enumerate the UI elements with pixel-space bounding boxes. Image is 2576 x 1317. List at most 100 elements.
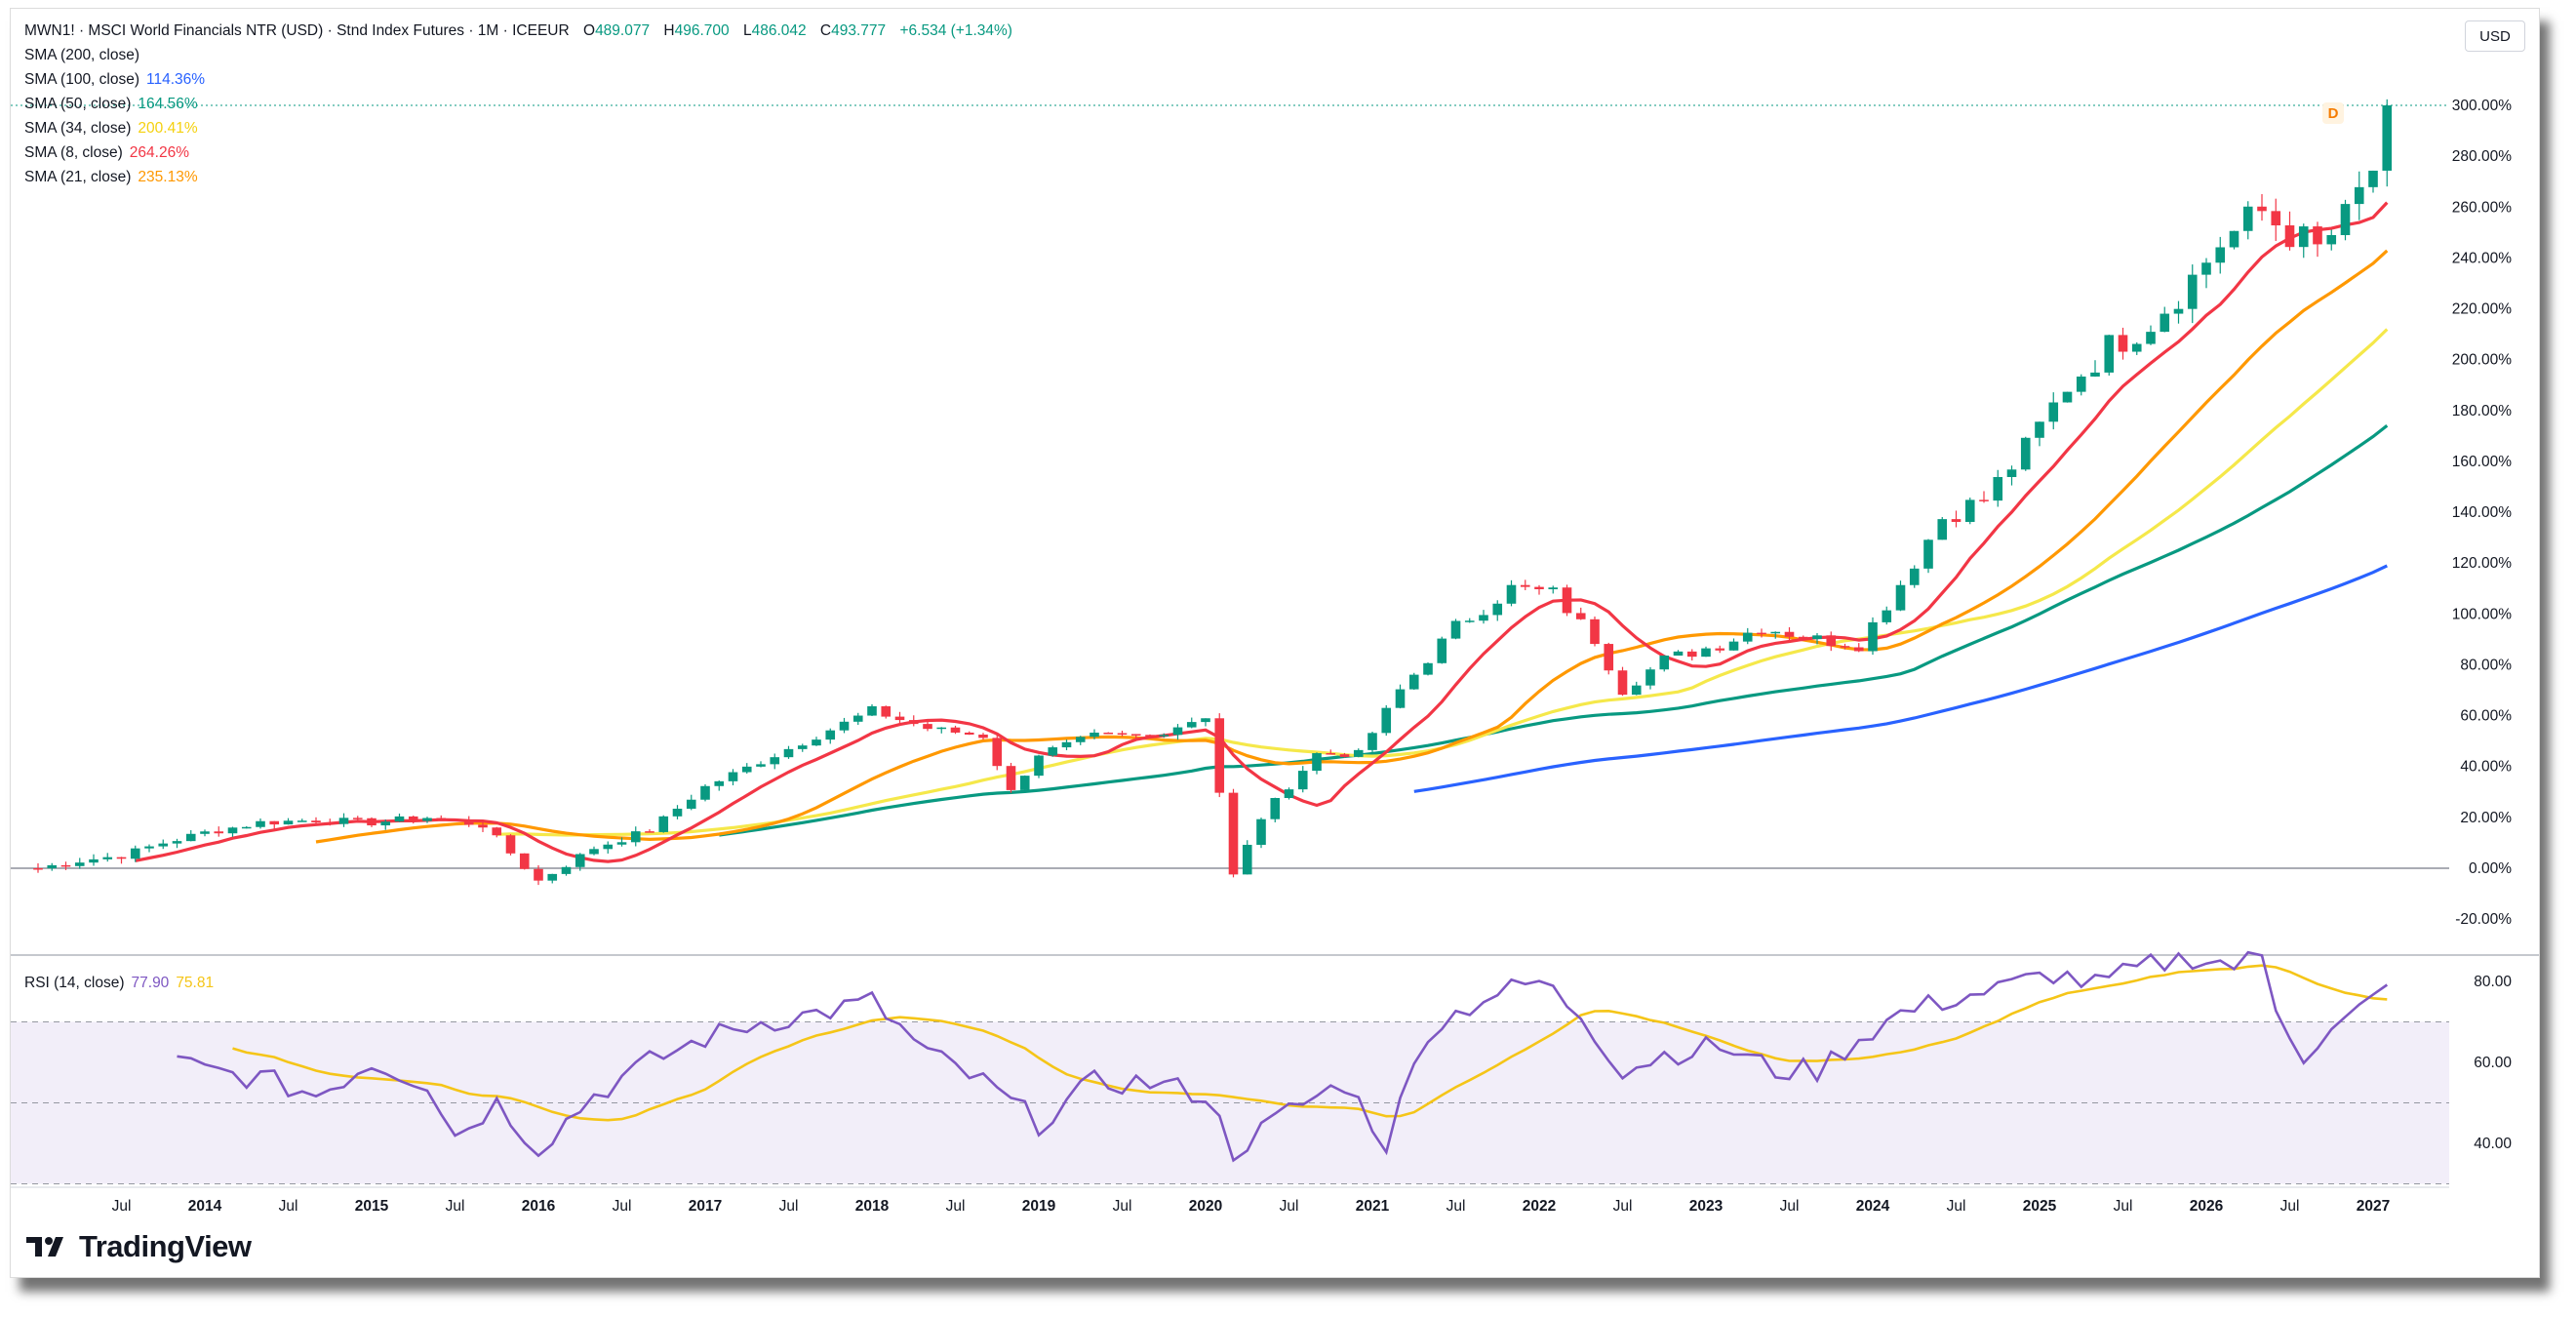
candle[interactable] (367, 817, 376, 827)
candle[interactable] (214, 826, 224, 837)
candle[interactable] (1312, 752, 1322, 775)
candle[interactable] (741, 763, 752, 774)
candle[interactable] (1937, 516, 1948, 540)
candle[interactable] (1993, 469, 2003, 507)
candle[interactable] (2104, 335, 2115, 376)
candle[interactable] (1103, 732, 1114, 735)
candle[interactable] (1798, 635, 1808, 641)
candle[interactable] (1284, 787, 1294, 800)
candle[interactable] (2076, 374, 2086, 396)
symbol-row[interactable]: MWN1! · MSCI World Financials NTR (USD) … (24, 19, 1012, 43)
candle[interactable] (1019, 775, 1030, 793)
candle[interactable] (1826, 631, 1837, 652)
candle[interactable] (1214, 713, 1225, 798)
candle[interactable] (1534, 584, 1544, 595)
candle[interactable] (2062, 391, 2073, 403)
candle[interactable] (1686, 649, 1697, 661)
candle[interactable] (436, 815, 447, 821)
candle[interactable] (102, 853, 113, 862)
candle[interactable] (1840, 643, 1850, 650)
candle[interactable] (2173, 300, 2184, 324)
candle[interactable] (505, 834, 516, 856)
candle[interactable] (797, 743, 808, 752)
candle[interactable] (1297, 766, 1308, 793)
candle[interactable] (492, 826, 502, 838)
legend-sma-8[interactable]: SMA (8, close) 264.26% (24, 140, 1012, 165)
candle[interactable] (1492, 600, 1503, 621)
candle[interactable] (1742, 627, 1753, 645)
candle[interactable] (1812, 633, 1822, 645)
candle[interactable] (172, 838, 182, 849)
candle[interactable] (1326, 749, 1336, 755)
candle[interactable] (2215, 236, 2226, 274)
candle[interactable] (1172, 724, 1183, 740)
sma-21-line[interactable] (315, 249, 2389, 844)
candle[interactable] (1770, 631, 1781, 639)
candle[interactable] (1228, 788, 1239, 878)
candle[interactable] (2368, 170, 2378, 193)
candle[interactable] (2284, 211, 2295, 251)
candle[interactable] (2313, 221, 2322, 258)
candle[interactable] (519, 853, 530, 870)
candle[interactable] (1590, 616, 1600, 647)
candle[interactable] (256, 818, 265, 829)
candle[interactable] (130, 845, 140, 862)
candle[interactable] (241, 825, 252, 829)
candle[interactable] (616, 837, 627, 847)
candle[interactable] (908, 715, 919, 727)
candle[interactable] (463, 816, 474, 827)
candle[interactable] (2271, 198, 2281, 241)
candle[interactable] (852, 712, 863, 725)
candle[interactable] (1548, 585, 1559, 594)
candle[interactable] (630, 826, 641, 847)
candle[interactable] (2229, 230, 2239, 250)
candle[interactable] (283, 818, 294, 825)
candle[interactable] (47, 862, 58, 871)
candle[interactable] (1951, 510, 1962, 528)
candle[interactable] (1562, 584, 1572, 617)
candle[interactable] (1909, 565, 1920, 588)
candle[interactable] (311, 817, 321, 824)
candle[interactable] (672, 805, 683, 819)
candle[interactable] (116, 857, 127, 864)
candle[interactable] (60, 861, 71, 870)
candle[interactable] (589, 846, 599, 856)
candle[interactable] (1061, 739, 1072, 751)
candle[interactable] (1757, 628, 1766, 638)
candle[interactable] (2382, 99, 2393, 187)
candle[interactable] (1159, 733, 1169, 738)
candle[interactable] (1048, 745, 1058, 757)
candle[interactable] (1701, 646, 1711, 658)
candle[interactable] (1464, 618, 1475, 623)
rsi-line[interactable] (177, 950, 2389, 1163)
candle[interactable] (1506, 579, 1517, 607)
candle[interactable] (561, 865, 572, 876)
candle[interactable] (756, 761, 766, 768)
legend-sma-50[interactable]: SMA (50, close) 164.56% (24, 92, 1012, 116)
candle[interactable] (1408, 672, 1419, 691)
candle[interactable] (297, 818, 307, 822)
candle[interactable] (200, 829, 210, 837)
chart-canvas[interactable]: 300.00% 280.00% 260.00% 240.00% 220.00% 200.0… (11, 9, 2539, 1277)
candle[interactable] (867, 703, 877, 716)
candle[interactable] (380, 819, 391, 830)
candle[interactable] (1868, 617, 1878, 656)
candle[interactable] (770, 753, 780, 770)
candle[interactable] (1882, 606, 1892, 625)
candle[interactable] (89, 854, 99, 866)
candle[interactable] (269, 820, 280, 830)
candle[interactable] (1117, 730, 1128, 737)
candle[interactable] (1659, 655, 1670, 672)
candle[interactable] (575, 853, 585, 871)
candle[interactable] (1479, 610, 1488, 624)
candle[interactable] (2326, 229, 2337, 251)
candle[interactable] (1130, 734, 1141, 738)
candle[interactable] (1242, 840, 1252, 875)
candle[interactable] (2298, 223, 2309, 259)
candle[interactable] (1090, 729, 1099, 739)
candle[interactable] (1395, 684, 1406, 709)
sma-100-line[interactable] (1413, 564, 2388, 793)
candle[interactable] (2354, 171, 2364, 220)
candle[interactable] (783, 745, 794, 759)
candle[interactable] (1964, 498, 1975, 525)
